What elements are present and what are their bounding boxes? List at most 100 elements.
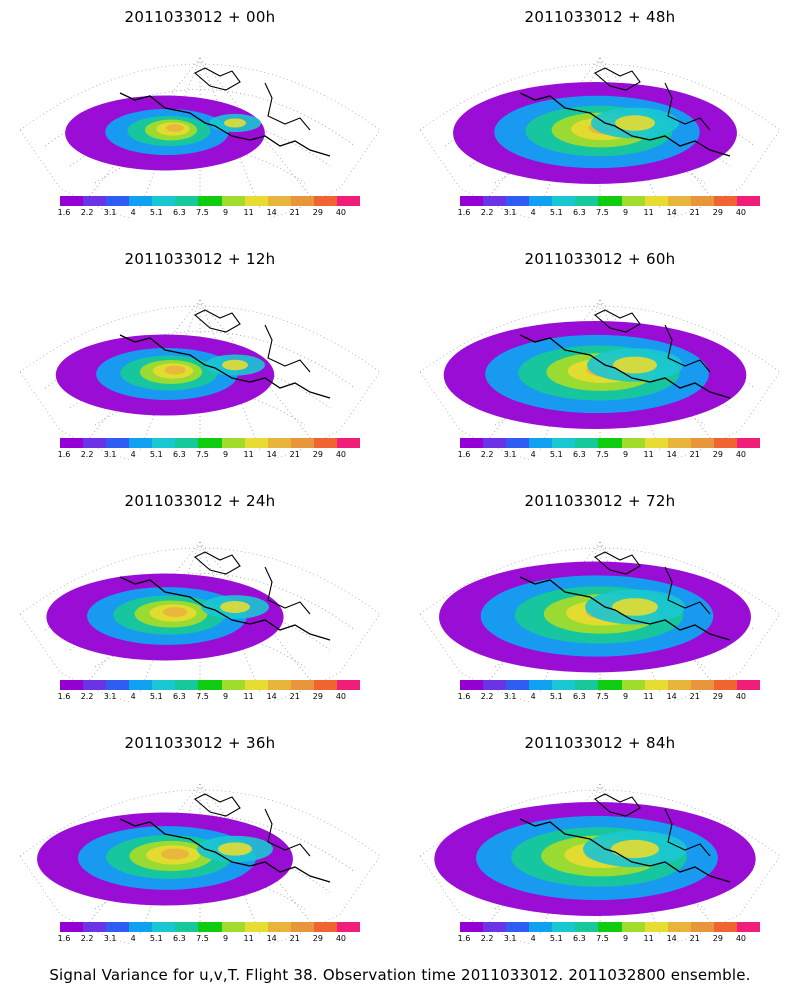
colorbar-swatch bbox=[575, 680, 599, 690]
colorbar-tick-label: 29 bbox=[712, 450, 723, 459]
colorbar-swatch bbox=[267, 680, 291, 690]
map-panel: 2011033012 + 84h 1.6 2.2 3.1 4 5.1 6.3 7.5 9 11 14… bbox=[400, 726, 800, 968]
colorbar-tick-label: 21 bbox=[689, 450, 700, 459]
map-panel: 2011033012 + 72h 1.6 2.2 3.1 4 5.1 6.3 7.5 9 11 14… bbox=[400, 484, 800, 726]
colorbar-swatch bbox=[267, 438, 291, 448]
colorbar-swatch bbox=[83, 438, 107, 448]
colorbar-tick-label: 6.3 bbox=[173, 934, 186, 943]
colorbar-swatch bbox=[60, 922, 84, 932]
colorbar-labels: 1.6 2.2 3.1 4 5.1 6.3 7.5 9 11 14 21 29 40 bbox=[458, 450, 760, 462]
colorbar-swatch bbox=[152, 196, 176, 206]
colorbar-tick-label: 1.6 bbox=[57, 934, 71, 943]
colorbar-tick-label: 3.1 bbox=[103, 934, 117, 943]
colorbar-tick-label: 40 bbox=[735, 692, 747, 701]
colorbar-swatch bbox=[598, 680, 622, 690]
colorbar-swatch bbox=[83, 196, 107, 206]
colorbar-tick-label: 9 bbox=[622, 934, 629, 943]
map-panel: 2011033012 + 36h 1.6 2.2 3.1 4 5.1 6.3 7.5 9 11 14… bbox=[0, 726, 400, 968]
colorbar-swatch bbox=[621, 680, 645, 690]
colorbar-swatch bbox=[267, 196, 291, 206]
figure-caption: Signal Variance for u,v,T. Flight 38. Ob… bbox=[49, 966, 751, 984]
colorbar-tick-label: 40 bbox=[735, 450, 747, 459]
colorbar-tick-label: 1.6 bbox=[457, 208, 471, 217]
colorbar-swatch bbox=[506, 680, 530, 690]
colorbar-swatch bbox=[460, 922, 484, 932]
colorbar-swatch bbox=[552, 196, 576, 206]
colorbar-tick-label: 1.6 bbox=[457, 692, 471, 701]
colorbar-tick-label: 21 bbox=[289, 208, 300, 217]
colorbar-swatch bbox=[221, 196, 245, 206]
colorbar-swatch bbox=[198, 438, 222, 448]
panel-title: 2011033012 + 24h bbox=[124, 492, 276, 510]
colorbar-swatch bbox=[529, 922, 553, 932]
colorbar-swatch bbox=[290, 438, 314, 448]
colorbar-tick-label: 29 bbox=[312, 692, 323, 701]
colorbar-tick-label: 11 bbox=[243, 208, 254, 217]
panel-grid: 2011033012 + 00h 1.6 2.2 3.1 4 5.1 6.3 7.5 9 11 14… bbox=[0, 0, 800, 968]
colorbar-swatch bbox=[198, 196, 222, 206]
map-panel: 2011033012 + 24h 1.6 2.2 3.1 4 5.1 6.3 7.5 9 11 14… bbox=[0, 484, 400, 726]
colorbar-tick-label: 14 bbox=[666, 450, 677, 459]
colorbar-tick-label: 4 bbox=[530, 692, 536, 701]
colorbar-swatch bbox=[483, 680, 507, 690]
colorbar-swatch bbox=[644, 196, 668, 206]
colorbar-tick-label: 40 bbox=[735, 208, 747, 217]
colorbar-tick-label: 6.3 bbox=[173, 450, 186, 459]
colorbar-swatch bbox=[106, 196, 130, 206]
colorbar-labels: 1.6 2.2 3.1 4 5.1 6.3 7.5 9 11 14 21 29 40 bbox=[457, 934, 760, 946]
colorbar-tick-label: 1.6 bbox=[457, 934, 471, 943]
colorbar-swatch bbox=[336, 680, 361, 690]
variance-map bbox=[19, 57, 381, 218]
colorbar-tick-label: 5.1 bbox=[549, 934, 563, 943]
colorbar-swatch bbox=[152, 680, 176, 690]
colorbar-tick-label: 14 bbox=[266, 208, 277, 217]
colorbar-labels: 1.6 2.2 3.1 4 5.1 6.3 7.5 9 11 14 21 29 40 bbox=[457, 692, 760, 704]
colorbar-swatch bbox=[198, 922, 222, 932]
colorbar bbox=[60, 680, 361, 690]
colorbar-labels: 1.6 2.2 3.1 4 5.1 6.3 7.5 9 11 14 21 29 40 bbox=[58, 450, 360, 462]
colorbar-tick-label: 40 bbox=[335, 208, 347, 217]
panel-title: 2011033012 + 36h bbox=[124, 734, 276, 752]
colorbar-tick-label: 7.5 bbox=[196, 692, 209, 701]
colorbar-swatch bbox=[175, 196, 199, 206]
colorbar-swatch bbox=[621, 196, 645, 206]
colorbar-tick-label: 29 bbox=[712, 208, 723, 217]
colorbar-swatch bbox=[736, 196, 761, 206]
colorbar bbox=[60, 196, 361, 206]
colorbar-tick-label: 21 bbox=[289, 692, 300, 701]
colorbar-tick-label: 6.3 bbox=[573, 208, 586, 217]
colorbar-tick-label: 29 bbox=[312, 208, 323, 217]
map-panel: 2011033012 + 12h 1.6 2.2 3.1 4 5.1 6.3 7.5 9 11 14… bbox=[0, 242, 400, 484]
colorbar-swatch bbox=[83, 922, 107, 932]
colorbar-swatch bbox=[129, 196, 153, 206]
colorbar-swatch bbox=[336, 438, 361, 448]
colorbar-tick-label: 4 bbox=[130, 450, 136, 459]
panel-title: 2011033012 + 72h bbox=[524, 492, 676, 510]
colorbar-tick-label: 4 bbox=[530, 934, 536, 943]
panel-title: 2011033012 + 60h bbox=[524, 250, 676, 268]
colorbar-tick-label: 7.5 bbox=[196, 208, 209, 217]
colorbar-swatch bbox=[529, 680, 553, 690]
colorbar-swatch bbox=[644, 680, 668, 690]
colorbar-swatch bbox=[106, 680, 130, 690]
colorbar-tick-label: 5.1 bbox=[149, 450, 163, 459]
colorbar-tick-label: 9 bbox=[622, 450, 629, 459]
colorbar-labels: 1.6 2.2 3.1 4 5.1 6.3 7.5 9 11 14 21 29 40 bbox=[457, 208, 760, 220]
colorbar-tick-label: 4 bbox=[530, 208, 536, 217]
colorbar-tick-label: 21 bbox=[289, 450, 300, 459]
colorbar-tick-label: 5.1 bbox=[549, 450, 563, 459]
colorbar-tick-label: 3.1 bbox=[503, 692, 517, 701]
colorbar-swatch bbox=[221, 922, 245, 932]
colorbar-tick-label: 29 bbox=[312, 934, 323, 943]
colorbar-swatch bbox=[175, 438, 199, 448]
colorbar-swatch bbox=[313, 922, 337, 932]
colorbar-swatch bbox=[667, 438, 691, 448]
colorbar-swatch bbox=[129, 680, 153, 690]
colorbar-tick-label: 11 bbox=[643, 208, 654, 217]
colorbar-tick-label: 2.2 bbox=[480, 208, 494, 217]
map-panel: 2011033012 + 48h 1.6 2.2 3.1 4 5.1 6.3 7.5 9 11 14… bbox=[400, 0, 800, 242]
colorbar-tick-label: 3.1 bbox=[503, 934, 517, 943]
colorbar-tick-label: 40 bbox=[335, 692, 347, 701]
colorbar-swatch bbox=[267, 922, 291, 932]
colorbar-swatch bbox=[175, 680, 199, 690]
